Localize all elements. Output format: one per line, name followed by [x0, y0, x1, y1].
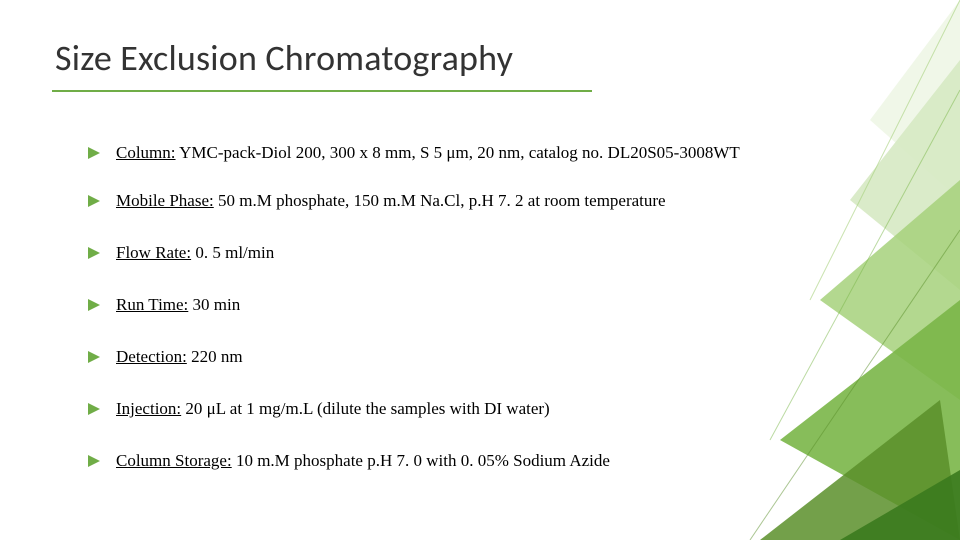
list-item: Flow Rate: 0. 5 ml/min [88, 242, 798, 264]
bullet-text: Column Storage: 10 m.M phosphate p.H 7. … [116, 450, 610, 472]
bullet-triangle-icon [88, 403, 100, 415]
bullet-triangle-icon [88, 195, 100, 207]
bullet-value: 0. 5 ml/min [191, 243, 274, 262]
bullet-value: 220 nm [187, 347, 243, 366]
bullet-value: YMC-pack-Diol 200, 300 x 8 mm, S 5 μm, 2… [176, 143, 740, 162]
bullet-triangle-icon [88, 351, 100, 363]
bullet-value: 50 m.M phosphate, 150 m.M Na.Cl, p.H 7. … [214, 191, 666, 210]
bullet-text: Flow Rate: 0. 5 ml/min [116, 242, 274, 264]
bullet-list: Column: YMC-pack-Diol 200, 300 x 8 mm, S… [88, 142, 798, 502]
bullet-label: Detection: [116, 347, 187, 366]
bullet-text: Injection: 20 μL at 1 mg/m.L (dilute the… [116, 398, 550, 420]
list-item: Mobile Phase: 50 m.M phosphate, 150 m.M … [88, 190, 798, 212]
bullet-label: Run Time: [116, 295, 188, 314]
list-item: Column Storage: 10 m.M phosphate p.H 7. … [88, 450, 798, 472]
bullet-text: Detection: 220 nm [116, 346, 243, 368]
bullet-value: 30 min [188, 295, 240, 314]
bullet-triangle-icon [88, 147, 100, 159]
bullet-text: Column: YMC-pack-Diol 200, 300 x 8 mm, S… [116, 142, 740, 164]
bullet-triangle-icon [88, 299, 100, 311]
bullet-label: Column Storage: [116, 451, 232, 470]
bullet-value: 10 m.M phosphate p.H 7. 0 with 0. 05% So… [232, 451, 610, 470]
slide-title: Size Exclusion Chromatography [55, 36, 513, 80]
list-item: Detection: 220 nm [88, 346, 798, 368]
bullet-label: Flow Rate: [116, 243, 191, 262]
list-item: Run Time: 30 min [88, 294, 798, 316]
slide: Size Exclusion Chromatography Column: YM… [0, 0, 960, 540]
bullet-triangle-icon [88, 247, 100, 259]
list-item: Column: YMC-pack-Diol 200, 300 x 8 mm, S… [88, 142, 798, 164]
title-underline [52, 90, 592, 92]
bullet-label: Mobile Phase: [116, 191, 214, 210]
bullet-triangle-icon [88, 455, 100, 467]
bullet-label: Injection: [116, 399, 181, 418]
list-item: Injection: 20 μL at 1 mg/m.L (dilute the… [88, 398, 798, 420]
bullet-text: Mobile Phase: 50 m.M phosphate, 150 m.M … [116, 190, 666, 212]
bullet-text: Run Time: 30 min [116, 294, 240, 316]
bullet-value: 20 μL at 1 mg/m.L (dilute the samples wi… [181, 399, 550, 418]
bullet-label: Column: [116, 143, 176, 162]
